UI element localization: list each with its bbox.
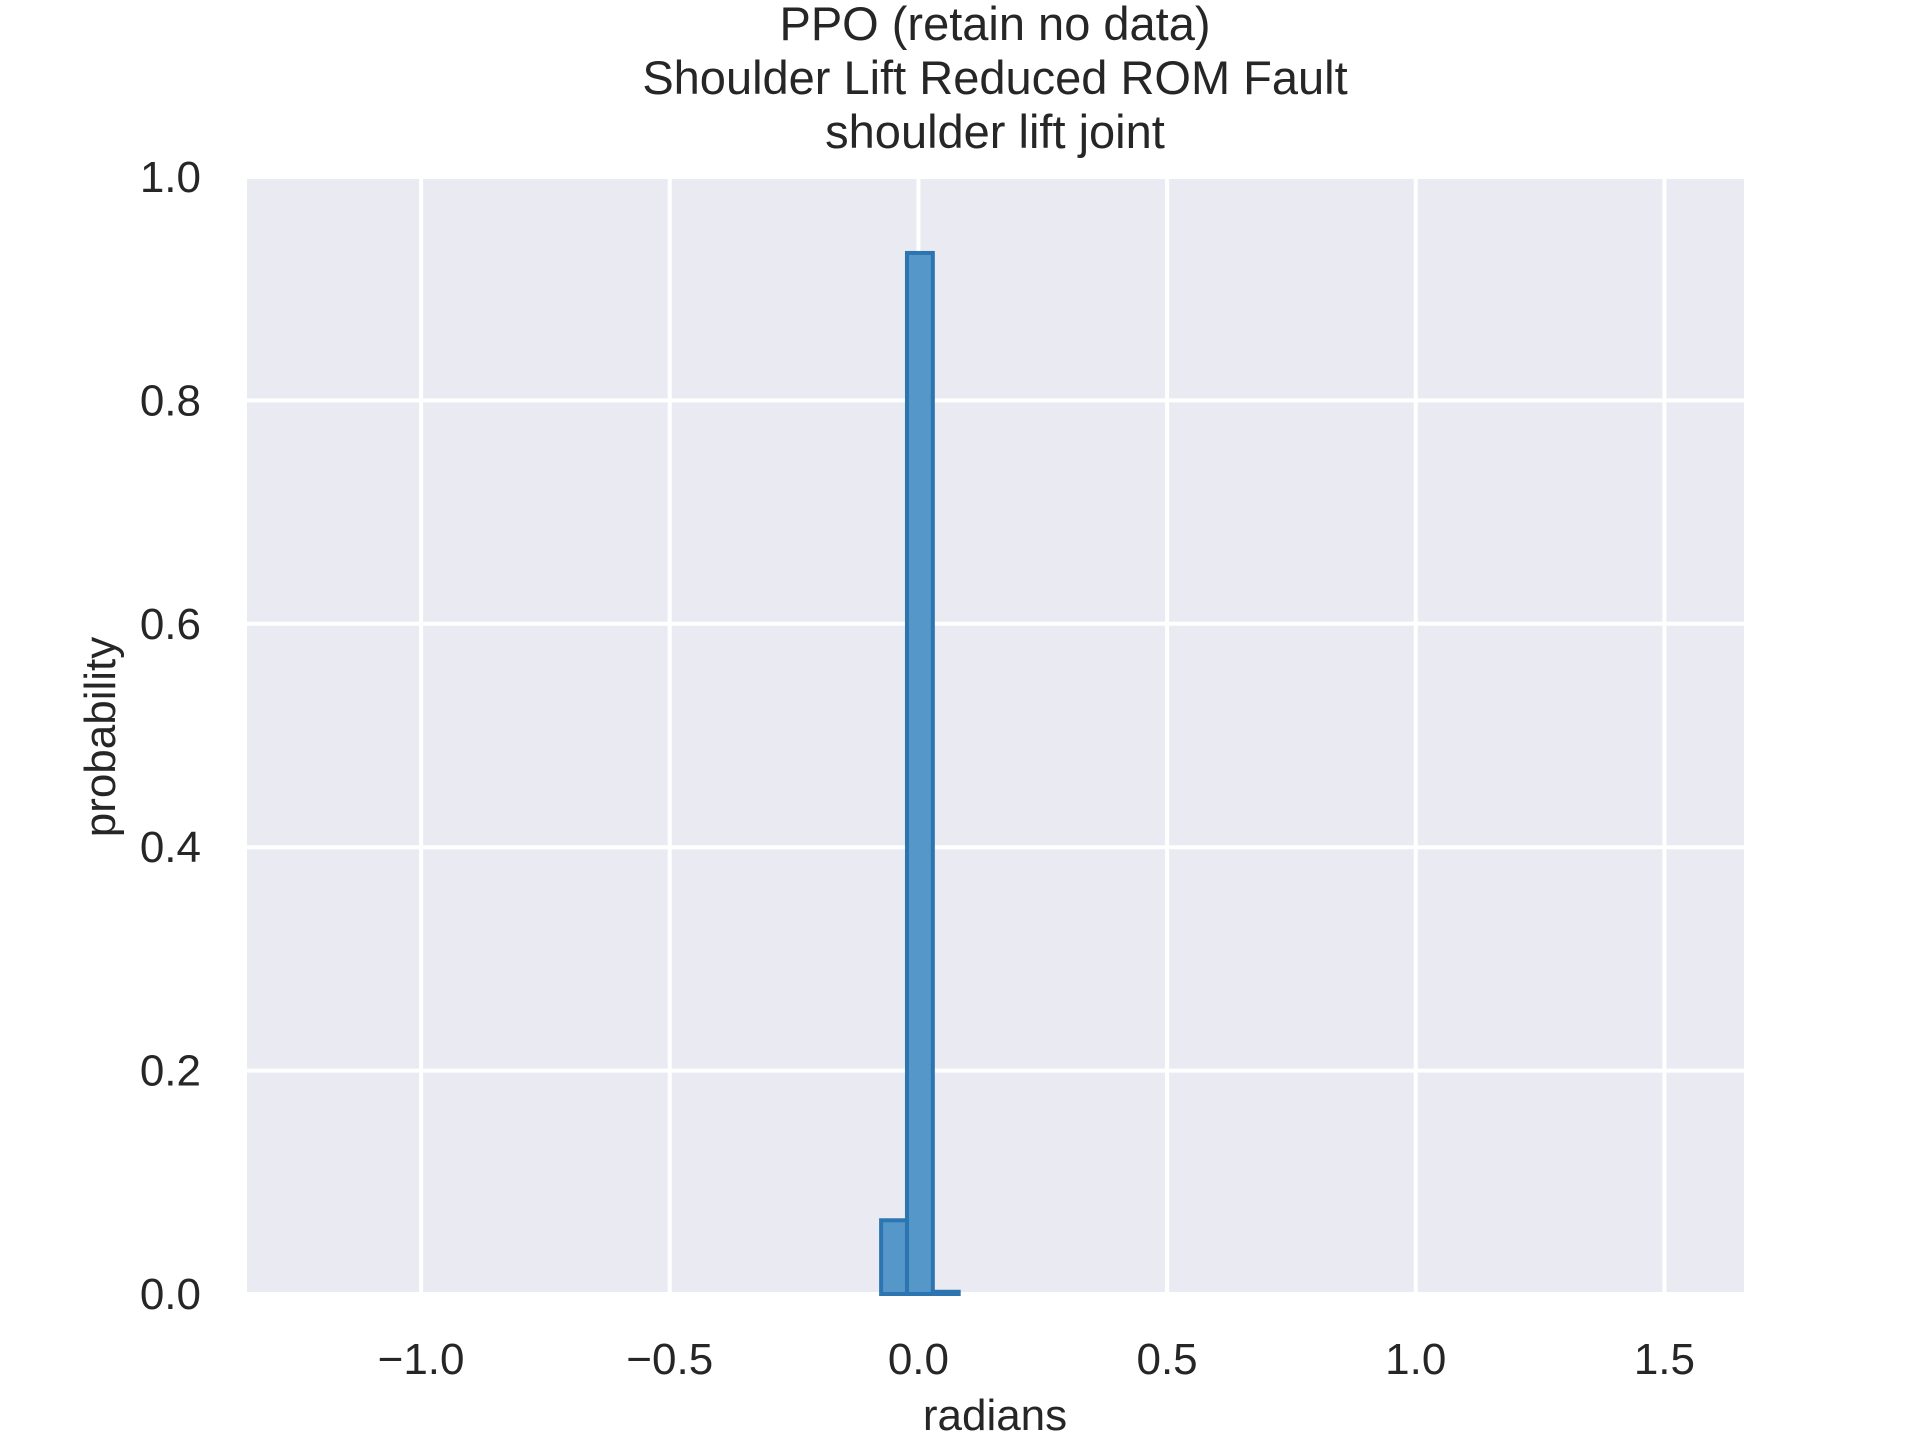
histogram-bar <box>930 1289 961 1296</box>
x-tick-label: 1.0 <box>1385 1335 1446 1384</box>
chart-title: PPO (retain no data) Shoulder Lift Reduc… <box>642 0 1347 158</box>
y-tick-label: 0.2 <box>140 1047 201 1096</box>
histogram-bars <box>879 250 961 1296</box>
title-line-2: Shoulder Lift Reduced ROM Fault <box>642 51 1347 104</box>
y-tick-label: 0.0 <box>140 1270 201 1319</box>
x-tick-labels: −1.0 −0.5 0.0 0.5 1.0 1.5 <box>378 1335 1695 1384</box>
y-tick-label: 1.0 <box>140 153 201 202</box>
y-tick-labels: 0.0 0.2 0.4 0.6 0.8 1.0 <box>140 153 201 1319</box>
y-tick-label: 0.4 <box>140 823 201 872</box>
histogram-bar <box>904 250 935 1296</box>
x-tick-label: 1.5 <box>1634 1335 1695 1384</box>
x-tick-label: 0.5 <box>1136 1335 1197 1384</box>
y-tick-label: 0.8 <box>140 376 201 425</box>
histogram-bar <box>879 1218 909 1296</box>
x-tick-label: −1.0 <box>378 1335 465 1384</box>
x-tick-label: −0.5 <box>626 1335 713 1384</box>
x-tick-label: 0.0 <box>888 1335 949 1384</box>
y-axis-label: probability <box>76 637 125 838</box>
title-line-3: shoulder lift joint <box>825 105 1165 158</box>
y-tick-label: 0.6 <box>140 600 201 649</box>
y-gridlines <box>247 175 1744 1296</box>
x-axis-label: radians <box>923 1391 1067 1440</box>
title-line-1: PPO (retain no data) <box>779 0 1210 50</box>
plot-area <box>247 177 1744 1294</box>
